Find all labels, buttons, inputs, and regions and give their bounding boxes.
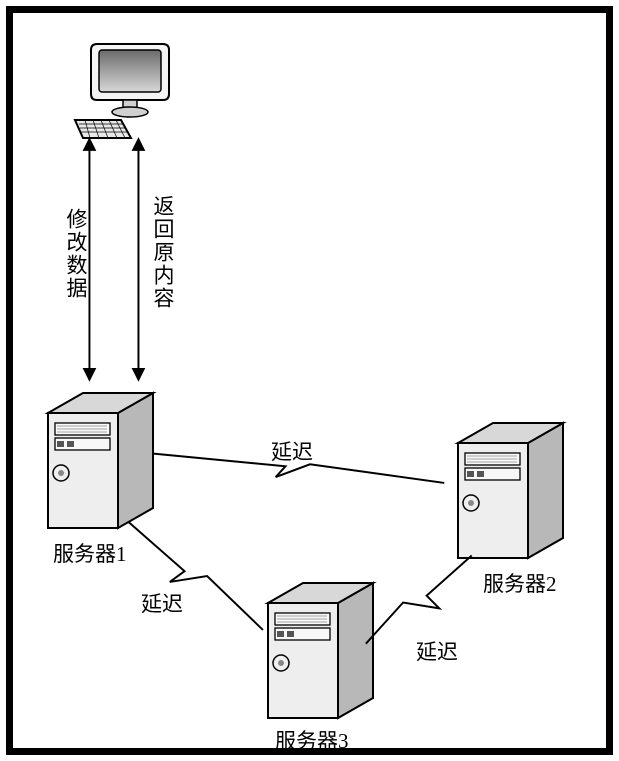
delay-s1-s3-label: 延迟 bbox=[141, 588, 183, 618]
diagram-frame: 服务器1 服务器2 bbox=[6, 6, 613, 755]
arrow-return-label: 返回原内容 bbox=[148, 195, 178, 310]
server-3-label: 服务器3 bbox=[275, 725, 349, 755]
server-1-label: 服务器1 bbox=[53, 538, 127, 568]
diagram-canvas: 服务器1 服务器2 bbox=[13, 13, 606, 748]
client-computer bbox=[73, 40, 173, 140]
delay-s2-s3-label: 延迟 bbox=[416, 636, 458, 666]
server-1 bbox=[43, 383, 158, 533]
server-2-label: 服务器2 bbox=[483, 568, 557, 598]
delay-s1-s2-label: 延迟 bbox=[271, 436, 313, 466]
link-s2-s3 bbox=[366, 555, 472, 643]
server-3 bbox=[263, 573, 378, 723]
arrow-modify-label: 修改数据 bbox=[61, 208, 91, 300]
server-2 bbox=[453, 413, 568, 563]
